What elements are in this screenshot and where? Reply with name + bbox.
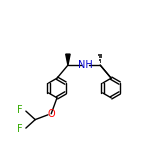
Text: F: F <box>17 124 23 134</box>
Text: NH: NH <box>78 60 92 70</box>
Text: O: O <box>47 109 55 119</box>
Text: F: F <box>17 105 23 115</box>
Polygon shape <box>66 54 70 65</box>
